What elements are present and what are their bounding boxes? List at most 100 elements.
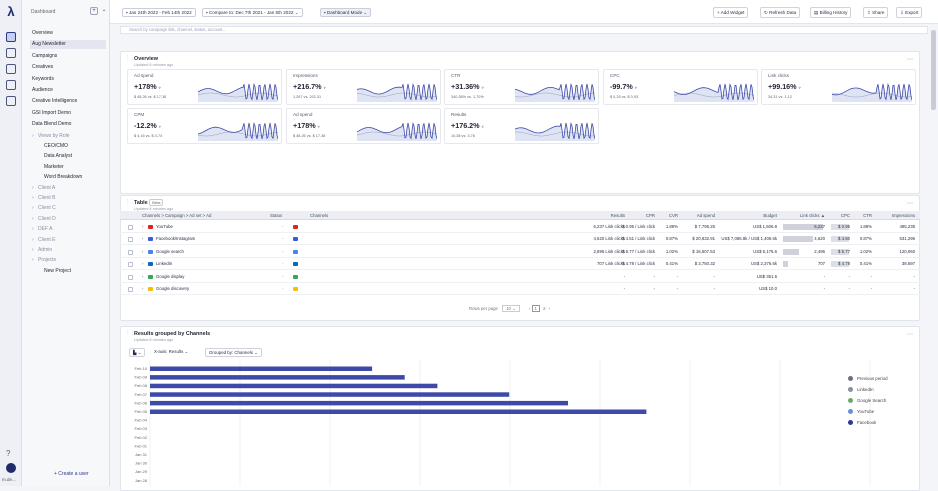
expand-chevron-icon[interactable]: › [142,261,144,267]
sidebar-item[interactable]: › Client A [32,184,108,193]
table-row[interactable]: › Google discovery - - - - - US$ 10.0 - - - - [120,283,920,295]
chevron-right-icon[interactable]: › [32,215,34,222]
column-header[interactable]: Budget [763,213,777,218]
column-header[interactable]: Link clicks ▲ [799,213,825,218]
chevron-right-icon[interactable]: › [32,247,34,253]
sidebar-item[interactable]: › DEF A [32,225,108,234]
result-bar[interactable] [150,392,510,397]
kpi-tile[interactable]: Ad spend +178% ▿ $ 48,26 vs. $ 17,38 [127,69,282,105]
column-header[interactable]: Channels [310,213,329,218]
sidebar-item[interactable]: Word Breakdown [44,173,120,182]
kpi-tile[interactable]: Impressions +216.7% ▿ 1,267 vs. 202,31 [286,69,441,105]
add-widget-button[interactable]: + Add Widget [713,7,749,18]
result-bar[interactable] [150,383,438,389]
compare-picker[interactable]: ▪ Compare to: Dec 7th 2021 - Jan 5th 202… [202,8,303,17]
legend-item[interactable]: Previous period [848,376,888,381]
sidebar-item[interactable]: › Client D [32,215,108,224]
sidebar-item[interactable]: Aug Newsletter [30,40,106,50]
table-row[interactable]: › Facebook/Instagram -4,620 Link clicks $ 4… [120,233,920,246]
sidebar-item[interactable]: › Client B [32,194,108,203]
status-toggle[interactable]: - [282,286,284,291]
sidebar-item[interactable]: Creatives [32,63,108,72]
chevron-right-icon[interactable]: › [32,184,34,191]
kpi-tile[interactable]: CPC -99.7% ▿ $ 0,33 vs. $ 0,93 [603,69,758,105]
kpi-tile[interactable]: Ad spend +178% ▿ $ 48,26 vs. $ 17,38 [286,108,441,144]
legend-item[interactable]: LinkedIn [848,387,874,392]
legend-item[interactable]: YouTube [848,409,874,414]
drag-handle-icon[interactable]: ⋮⋮ [125,55,135,61]
dashboard-icon[interactable] [6,32,16,42]
expand-chevron-icon[interactable]: › [142,286,144,291]
refresh-data-button[interactable]: ↻ Refresh Data [760,7,801,18]
legend-item[interactable]: Facebook [848,420,876,425]
status-toggle[interactable]: - [282,261,284,267]
result-bar[interactable] [150,366,373,372]
x-axis-select[interactable]: X-axis: Results ⌄ [151,348,192,357]
status-toggle[interactable]: - [282,224,284,229]
create-user-link[interactable]: + Create a user [54,471,89,477]
drag-handle-icon[interactable]: ⋮⋮ [125,199,135,205]
result-bar[interactable] [150,400,568,406]
row-checkbox[interactable] [128,274,133,280]
next-page-icon[interactable]: › [548,306,551,311]
status-toggle[interactable]: - [282,248,284,254]
sidebar-item[interactable]: › Client E [32,236,108,245]
sidebar-item[interactable]: Marketer [44,163,120,172]
alerts-icon[interactable] [6,64,16,74]
analytics-icon[interactable] [6,80,16,90]
chevron-right-icon[interactable]: › [32,236,34,243]
sidebar-item[interactable]: Data Blend Demo [32,120,108,129]
mode-selector[interactable]: ▪ Dashboard Mode ⌄ [320,8,372,17]
kpi-tile[interactable]: CPM -12.2% ▿ $ 4,16 vs. $ 4,74 [127,108,282,144]
sidebar-item[interactable]: › Views by Role [32,132,108,141]
group-by-select[interactable]: Grouped by: Channels ⌄ [205,348,262,357]
avatar[interactable] [6,463,16,473]
kpi-tile[interactable]: CTR +31.36% ▿ 340,38% vs. 1,70% [444,69,599,105]
chevron-right-icon[interactable]: › [32,132,34,139]
sidebar-item[interactable]: › Client C [32,204,108,213]
column-header[interactable]: Channels > Campaign > Ad set > Ad [142,213,212,218]
kpi-tile[interactable]: Results +176.2% ▿ 10,38 vs. 3,76 [444,108,599,144]
row-checkbox[interactable] [128,287,133,292]
chevron-right-icon[interactable]: › [32,257,34,264]
column-header[interactable]: CVR [668,213,678,218]
add-dashboard-button[interactable]: + [90,7,98,15]
column-header[interactable]: CPC [840,213,850,218]
expand-chevron-icon[interactable]: › [142,248,144,254]
column-header[interactable]: CPR [645,213,655,218]
legend-item[interactable]: Google Search [848,398,886,403]
reports-icon[interactable] [6,48,16,58]
sidebar-item[interactable]: CEO/CMO [44,142,120,151]
row-checkbox[interactable] [128,237,133,243]
column-header[interactable]: CTR [863,213,872,218]
status-toggle[interactable]: - [282,273,284,279]
sidebar-item[interactable]: › Projects [32,256,108,265]
prev-page-icon[interactable]: ‹ [528,306,531,311]
sidebar-item[interactable]: Keywords [32,75,108,84]
column-header[interactable]: Impressions [891,213,915,218]
sidebar-item[interactable]: Audience [32,86,108,95]
sidebar-item[interactable]: New Project [44,267,120,276]
chevron-right-icon[interactable]: › [32,205,34,212]
scrollbar[interactable] [931,30,936,110]
result-bar[interactable] [150,409,647,415]
drag-handle-icon[interactable]: ⋮⋮ [125,330,135,336]
app-logo[interactable]: λ [7,4,15,19]
page-current[interactable]: 1 [531,305,540,312]
column-header[interactable]: Status [270,213,283,218]
sidebar-item[interactable]: Overview [32,29,108,38]
column-header[interactable]: Results [610,213,625,218]
table-row[interactable]: › YouTube - 6,237 Link clicks $ 0.95 / Link … [120,221,920,233]
date-range-picker[interactable]: ▪ Jan 24th 2022 - Feb 14th 2022 [122,8,196,17]
status-toggle[interactable]: - [282,236,284,242]
expand-chevron-icon[interactable]: › [142,273,144,279]
expand-chevron-icon[interactable]: › [142,224,144,229]
card-menu-icon[interactable]: ⋯ [907,201,913,207]
rows-per-page-select[interactable]: 10 ⌄ [502,305,520,312]
sidebar-item[interactable]: GSI Import Demo [32,109,108,118]
chevron-right-icon[interactable]: › [32,226,34,233]
sidebar-item[interactable]: › Admin [32,246,108,255]
row-checkbox[interactable] [128,262,133,268]
kpi-tile[interactable]: Link clicks +99.16% ▿ 34,31 vs. 1,12 [761,69,916,105]
share-button[interactable]: ⇪ Share [863,7,889,18]
